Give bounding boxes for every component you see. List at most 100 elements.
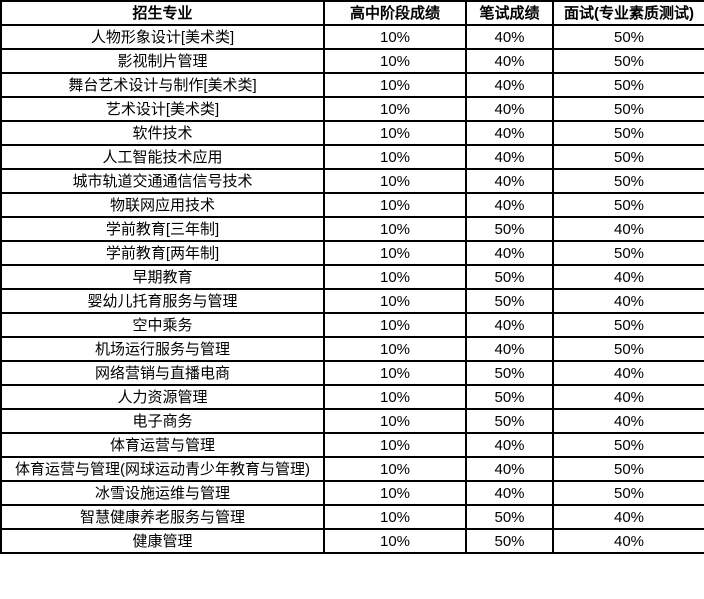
highschool-score-cell: 10% <box>323 432 467 458</box>
major-cell: 冰雪设施运维与管理 <box>0 480 325 506</box>
highschool-score-cell: 10% <box>323 312 467 338</box>
written-score-cell: 40% <box>465 336 554 362</box>
interview-score-cell: 50% <box>552 144 704 170</box>
highschool-score-cell: 10% <box>323 144 467 170</box>
highschool-score-cell: 10% <box>323 72 467 98</box>
written-score-cell: 40% <box>465 480 554 506</box>
interview-score-cell: 40% <box>552 360 704 386</box>
written-score-cell: 50% <box>465 384 554 410</box>
table-row: 网络营销与直播电商 10% 50% 40% <box>0 360 704 386</box>
table-body: 人物形象设计[美术类] 10% 40% 50% 影视制片管理 10% 40% 50% 舞台艺术设… <box>0 24 704 554</box>
written-score-cell: 50% <box>465 408 554 434</box>
major-cell: 智慧健康养老服务与管理 <box>0 504 325 530</box>
major-cell: 体育运营与管理 <box>0 432 325 458</box>
written-score-cell: 50% <box>465 288 554 314</box>
written-score-cell: 40% <box>465 168 554 194</box>
interview-score-cell: 40% <box>552 408 704 434</box>
interview-score-cell: 40% <box>552 384 704 410</box>
interview-score-cell: 40% <box>552 264 704 290</box>
header-written-score: 笔试成绩 <box>465 0 554 26</box>
written-score-cell: 40% <box>465 144 554 170</box>
table-row: 学前教育[三年制] 10% 50% 40% <box>0 216 704 242</box>
highschool-score-cell: 10% <box>323 504 467 530</box>
table-row: 艺术设计[美术类] 10% 40% 50% <box>0 96 704 122</box>
interview-score-cell: 50% <box>552 336 704 362</box>
major-cell: 机场运行服务与管理 <box>0 336 325 362</box>
major-cell: 艺术设计[美术类] <box>0 96 325 122</box>
highschool-score-cell: 10% <box>323 456 467 482</box>
major-cell: 影视制片管理 <box>0 48 325 74</box>
highschool-score-cell: 10% <box>323 360 467 386</box>
major-cell: 舞台艺术设计与制作[美术类] <box>0 72 325 98</box>
highschool-score-cell: 10% <box>323 264 467 290</box>
interview-score-cell: 50% <box>552 312 704 338</box>
table-row: 空中乘务 10% 40% 50% <box>0 312 704 338</box>
major-cell: 电子商务 <box>0 408 325 434</box>
interview-score-cell: 50% <box>552 168 704 194</box>
highschool-score-cell: 10% <box>323 336 467 362</box>
table-row: 体育运营与管理 10% 40% 50% <box>0 432 704 458</box>
interview-score-cell: 50% <box>552 48 704 74</box>
table-row: 人力资源管理 10% 50% 40% <box>0 384 704 410</box>
table-row: 冰雪设施运维与管理 10% 40% 50% <box>0 480 704 506</box>
written-score-cell: 40% <box>465 432 554 458</box>
table-row: 物联网应用技术 10% 40% 50% <box>0 192 704 218</box>
header-row: 招生专业 高中阶段成绩 笔试成绩 面试(专业素质测试) <box>0 0 704 26</box>
table-row: 城市轨道交通通信信号技术 10% 40% 50% <box>0 168 704 194</box>
table-row: 舞台艺术设计与制作[美术类] 10% 40% 50% <box>0 72 704 98</box>
written-score-cell: 50% <box>465 504 554 530</box>
interview-score-cell: 40% <box>552 288 704 314</box>
written-score-cell: 50% <box>465 264 554 290</box>
interview-score-cell: 50% <box>552 192 704 218</box>
major-cell: 学前教育[三年制] <box>0 216 325 242</box>
interview-score-cell: 50% <box>552 480 704 506</box>
highschool-score-cell: 10% <box>323 120 467 146</box>
interview-score-cell: 50% <box>552 432 704 458</box>
written-score-cell: 50% <box>465 528 554 554</box>
admission-score-table: 招生专业 高中阶段成绩 笔试成绩 面试(专业素质测试) 人物形象设计[美术类] 1… <box>0 0 704 554</box>
highschool-score-cell: 10% <box>323 192 467 218</box>
header-major: 招生专业 <box>0 0 325 26</box>
interview-score-cell: 50% <box>552 24 704 50</box>
written-score-cell: 40% <box>465 24 554 50</box>
highschool-score-cell: 10% <box>323 240 467 266</box>
table-row: 健康管理 10% 50% 40% <box>0 528 704 554</box>
table-row: 人物形象设计[美术类] 10% 40% 50% <box>0 24 704 50</box>
interview-score-cell: 50% <box>552 240 704 266</box>
highschool-score-cell: 10% <box>323 216 467 242</box>
written-score-cell: 40% <box>465 240 554 266</box>
written-score-cell: 40% <box>465 48 554 74</box>
written-score-cell: 50% <box>465 360 554 386</box>
table-row: 机场运行服务与管理 10% 40% 50% <box>0 336 704 362</box>
major-cell: 婴幼儿托育服务与管理 <box>0 288 325 314</box>
highschool-score-cell: 10% <box>323 480 467 506</box>
interview-score-cell: 50% <box>552 72 704 98</box>
written-score-cell: 40% <box>465 312 554 338</box>
written-score-cell: 50% <box>465 216 554 242</box>
major-cell: 健康管理 <box>0 528 325 554</box>
highschool-score-cell: 10% <box>323 48 467 74</box>
table-row: 体育运营与管理(网球运动青少年教育与管理) 10% 40% 50% <box>0 456 704 482</box>
major-cell: 早期教育 <box>0 264 325 290</box>
major-cell: 人力资源管理 <box>0 384 325 410</box>
major-cell: 体育运营与管理(网球运动青少年教育与管理) <box>0 456 325 482</box>
highschool-score-cell: 10% <box>323 168 467 194</box>
interview-score-cell: 50% <box>552 456 704 482</box>
written-score-cell: 40% <box>465 96 554 122</box>
table-row: 软件技术 10% 40% 50% <box>0 120 704 146</box>
table-row: 影视制片管理 10% 40% 50% <box>0 48 704 74</box>
highschool-score-cell: 10% <box>323 24 467 50</box>
highschool-score-cell: 10% <box>323 528 467 554</box>
written-score-cell: 40% <box>465 456 554 482</box>
table-row: 电子商务 10% 50% 40% <box>0 408 704 434</box>
major-cell: 学前教育[两年制] <box>0 240 325 266</box>
major-cell: 物联网应用技术 <box>0 192 325 218</box>
table-row: 人工智能技术应用 10% 40% 50% <box>0 144 704 170</box>
table-row: 婴幼儿托育服务与管理 10% 50% 40% <box>0 288 704 314</box>
highschool-score-cell: 10% <box>323 408 467 434</box>
table-row: 早期教育 10% 50% 40% <box>0 264 704 290</box>
major-cell: 软件技术 <box>0 120 325 146</box>
table-row: 智慧健康养老服务与管理 10% 50% 40% <box>0 504 704 530</box>
interview-score-cell: 40% <box>552 528 704 554</box>
